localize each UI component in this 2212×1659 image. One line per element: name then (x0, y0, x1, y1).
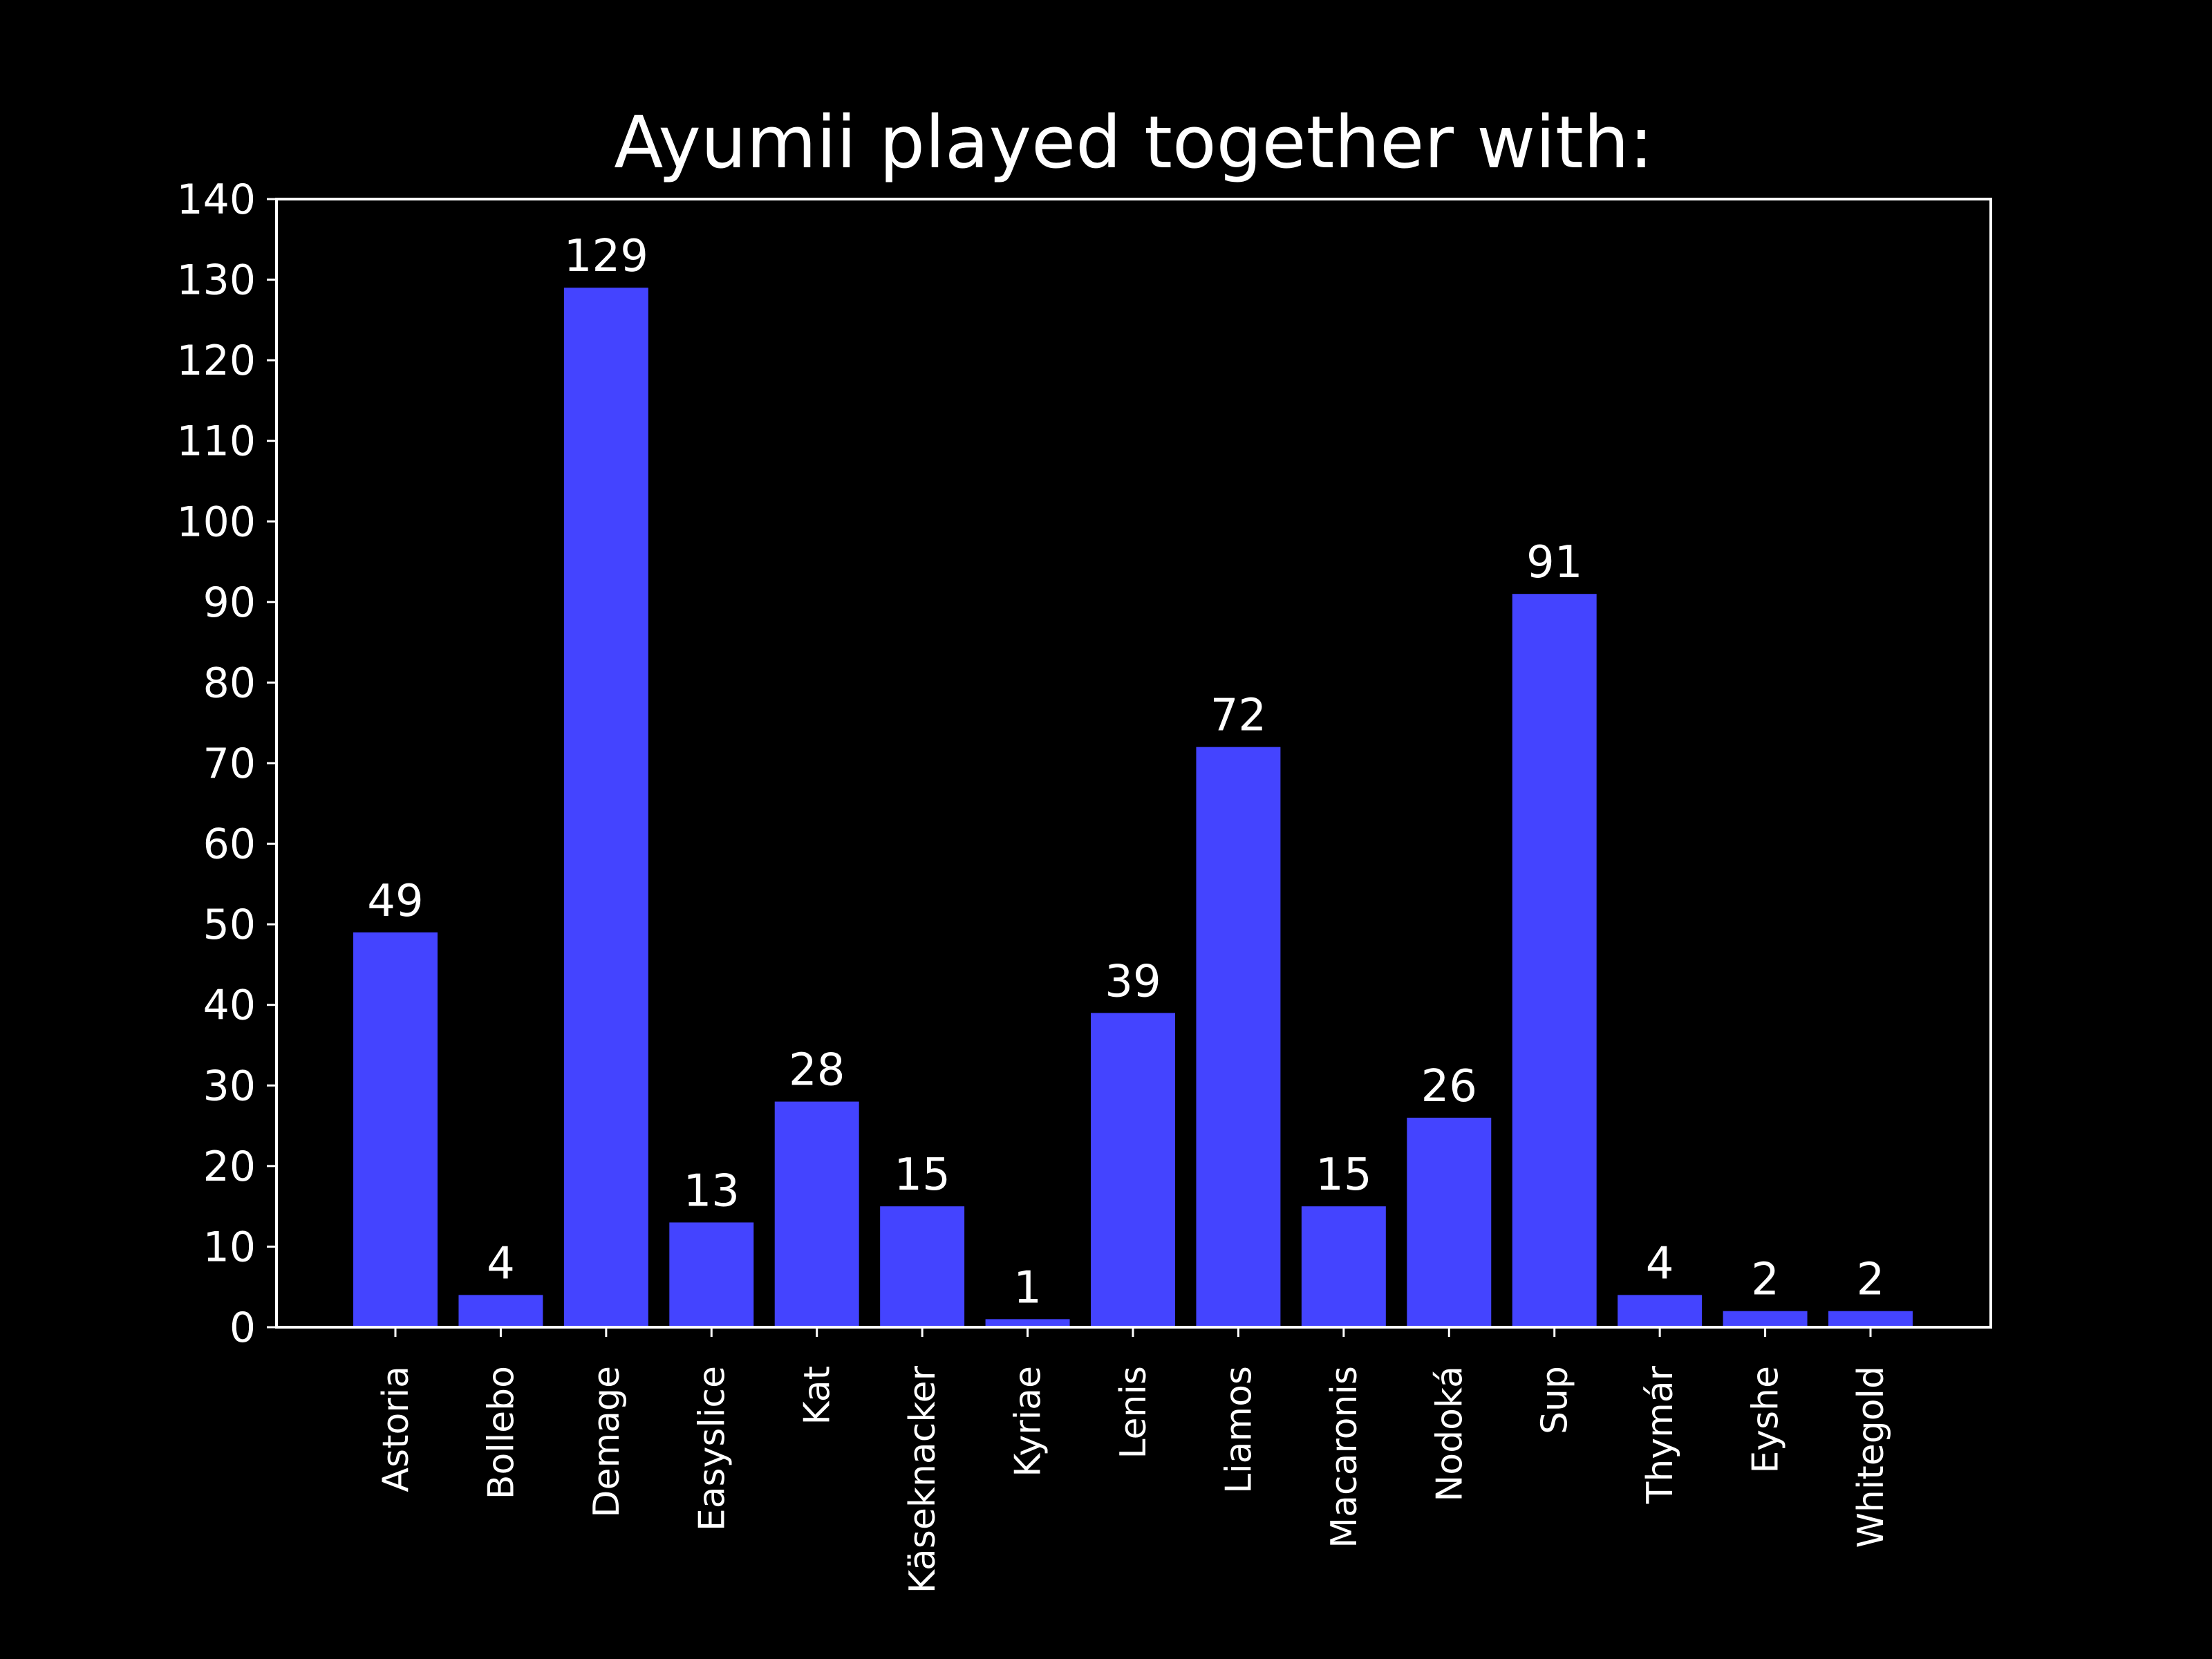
y-tick-label-13: 130 (176, 256, 256, 305)
bar-8 (1196, 747, 1281, 1327)
y-tick-label-0: 0 (229, 1304, 256, 1352)
y-tick-label-8: 80 (203, 659, 256, 707)
x-tick-label-14: Whitegold (1850, 1366, 1892, 1548)
y-tick-label-10: 100 (176, 498, 256, 546)
y-tick-label-12: 120 (176, 337, 256, 385)
x-tick-label-11: Sup (1535, 1366, 1576, 1434)
y-axis: 0 10 20 30 40 50 60 70 80 90 100 110 120 130 140 (176, 176, 276, 1352)
bar-2 (563, 288, 648, 1328)
value-label-13: 2 (1751, 1255, 1779, 1306)
y-tick-label-7: 70 (203, 740, 256, 788)
value-label-6: 1 (1013, 1262, 1042, 1313)
x-tick-label-8: Liamos (1218, 1366, 1259, 1494)
value-label-11: 91 (1526, 537, 1582, 588)
x-tick-label-1: Bollebo (480, 1366, 522, 1499)
y-tick-label-5: 50 (203, 901, 256, 949)
value-label-9: 15 (1315, 1150, 1371, 1201)
value-label-3: 13 (684, 1165, 740, 1217)
value-label-1: 4 (487, 1238, 515, 1289)
bar-0 (353, 932, 438, 1327)
bar-1 (458, 1295, 543, 1327)
bar-14 (1828, 1311, 1913, 1327)
x-tick-label-13: Eyshe (1745, 1366, 1787, 1474)
x-tick-label-4: Kat (797, 1366, 838, 1425)
bar-9 (1301, 1206, 1386, 1327)
x-tick-label-3: Easyslice (691, 1366, 733, 1531)
x-tick-label-2: Demage (586, 1366, 628, 1518)
x-axis: Astoria Bollebo Demage Easyslice Kat Käseknac… (375, 1327, 1892, 1593)
bar-6 (985, 1319, 1070, 1327)
y-tick-label-14: 140 (176, 176, 256, 224)
x-tick-label-9: Macaronis (1324, 1366, 1365, 1548)
chart-title: Ayumii played together with: (614, 100, 1653, 185)
value-label-5: 15 (894, 1150, 950, 1201)
y-tick-label-1: 10 (203, 1223, 256, 1271)
bar-7 (1091, 1013, 1175, 1327)
value-label-2: 129 (564, 231, 648, 282)
y-tick-label-3: 30 (203, 1062, 256, 1110)
bar-3 (669, 1222, 754, 1327)
value-label-14: 2 (1857, 1255, 1885, 1306)
value-label-0: 49 (367, 876, 423, 927)
x-tick-label-7: Lenis (1113, 1366, 1154, 1459)
y-tick-label-9: 90 (203, 579, 256, 627)
bar-10 (1407, 1117, 1492, 1327)
bar-11 (1512, 594, 1597, 1328)
bar-5 (880, 1206, 965, 1327)
plot-frame (275, 198, 1992, 1329)
bar-4 (774, 1101, 859, 1327)
value-label-10: 26 (1421, 1061, 1477, 1112)
x-tick-label-10: Nodoká (1429, 1366, 1470, 1502)
y-tick-label-2: 20 (203, 1143, 256, 1191)
value-label-7: 39 (1105, 956, 1161, 1007)
x-tick-label-12: Thymár (1640, 1365, 1681, 1504)
value-label-4: 28 (789, 1045, 845, 1096)
y-tick-label-4: 40 (203, 982, 256, 1030)
y-tick-label-11: 110 (176, 418, 256, 466)
x-tick-label-0: Astoria (375, 1366, 417, 1492)
x-tick-label-6: Kyriae (1008, 1366, 1049, 1477)
value-label-8: 72 (1210, 691, 1266, 742)
bar-12 (1618, 1295, 1703, 1327)
bars-layer (353, 288, 1913, 1328)
value-labels-layer: 49 4 129 13 28 15 1 39 72 15 26 91 4 2 2 (367, 231, 1884, 1313)
bar-13 (1723, 1311, 1808, 1327)
value-label-12: 4 (1646, 1238, 1674, 1289)
y-tick-label-6: 60 (203, 821, 256, 869)
x-tick-label-5: Käseknacker (902, 1365, 944, 1593)
